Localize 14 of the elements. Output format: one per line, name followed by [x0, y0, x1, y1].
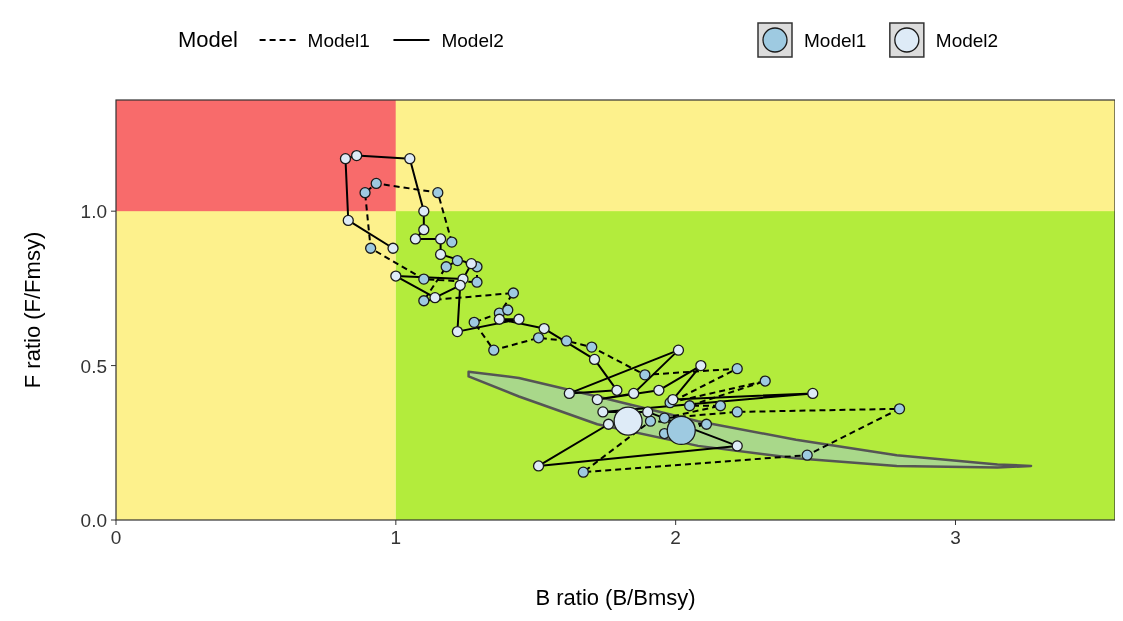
- legend-label: Model2: [441, 30, 504, 51]
- y-tick-label: 1.0: [80, 201, 107, 223]
- legend-label: Model1: [804, 30, 867, 51]
- legend-title: Model: [178, 27, 238, 52]
- x-tick-label: 2: [670, 527, 681, 548]
- y-tick-label: 0.5: [80, 355, 107, 377]
- y-axis-title: F ratio (F/Fmsy): [20, 231, 45, 389]
- x-tick-label: 0: [110, 527, 122, 548]
- x-axis-title: B ratio (B/Bmsy): [535, 585, 696, 610]
- x-tick-label: 3: [950, 527, 961, 548]
- x-tick-label: 1: [390, 527, 402, 548]
- legend-label: Model2: [935, 30, 999, 51]
- legend-label: Model1: [307, 30, 370, 51]
- y-tick-label: 0.0: [80, 510, 107, 531]
